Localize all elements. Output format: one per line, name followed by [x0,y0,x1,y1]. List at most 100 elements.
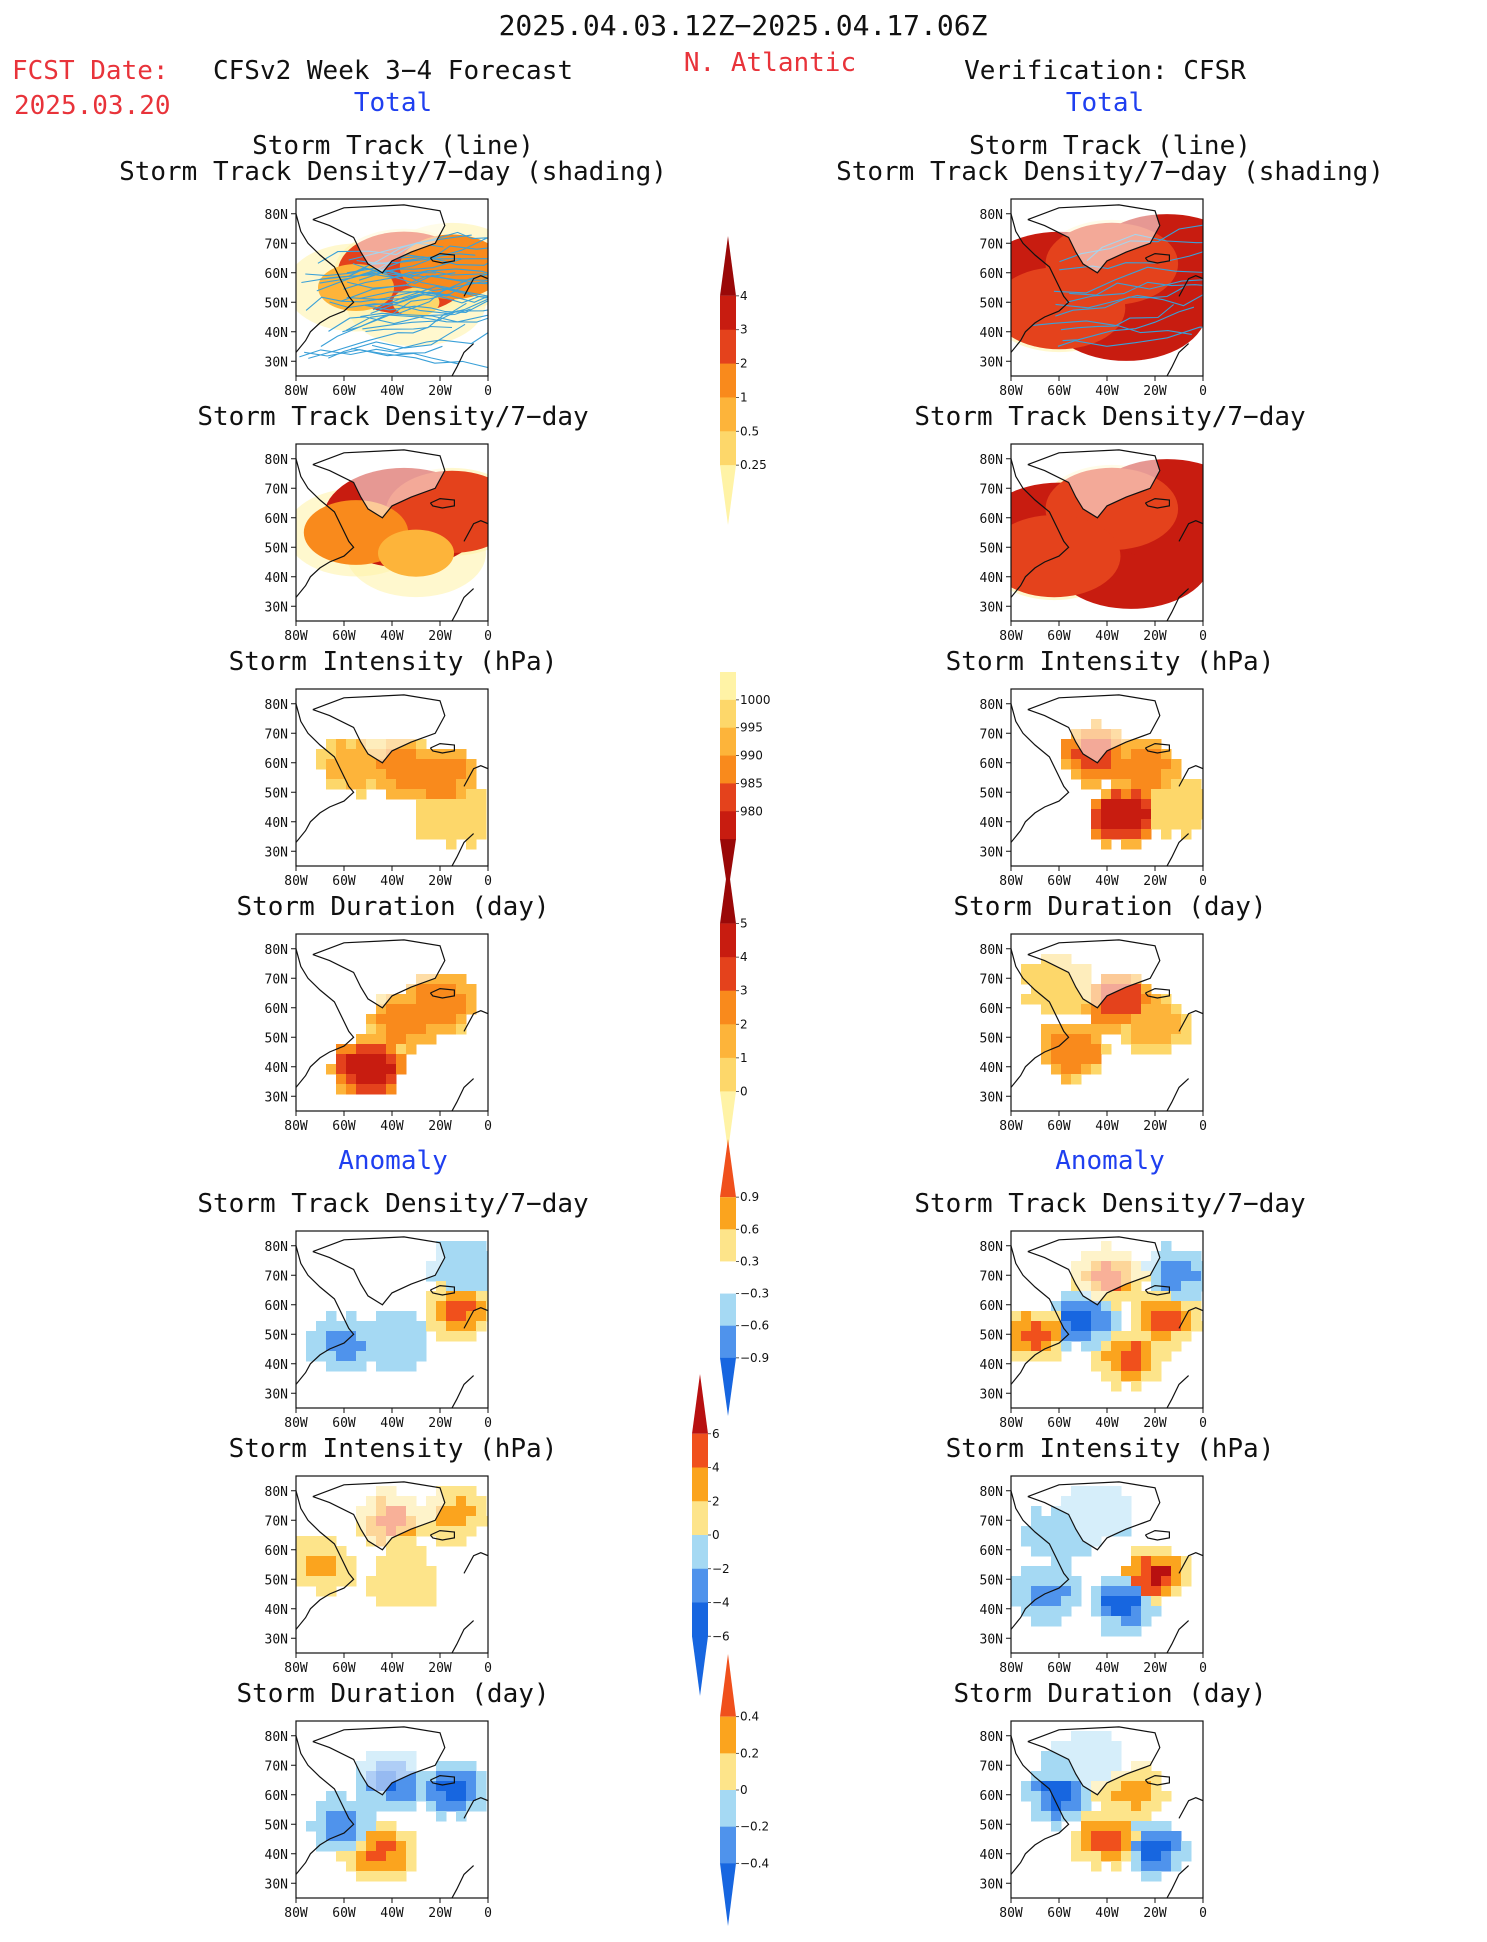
grid-cell [366,759,377,770]
grid-cell [1071,1586,1082,1597]
grid-cell [1031,1586,1042,1597]
storm-track-line [299,345,443,358]
grid-cell [1011,1341,1022,1352]
grid-cell [366,1861,377,1872]
grid-cell [1081,1331,1092,1342]
grid-cell [1181,819,1192,830]
grid-cell [376,1024,387,1035]
grid-cell [1071,1526,1082,1537]
grid-cell [426,1566,437,1577]
grid-cell [1051,1546,1062,1557]
grid-cell [386,1331,397,1342]
lat-tick-label: 50N [265,296,288,311]
coastline [451,1078,475,1111]
lat-tick-label: 80N [980,453,1003,468]
grid-cell [476,829,487,840]
grid-cell [1071,739,1082,750]
grid-cell [1151,1596,1162,1607]
colorbar-segment [720,672,736,701]
grid-cell [436,769,447,780]
lat-tick-label: 30N [980,845,1003,860]
grid-cell [1171,1586,1182,1597]
grid-cell [366,1024,377,1035]
grid-cell [1161,1014,1172,1025]
grid-cell [1041,1351,1052,1362]
grid-cell [446,994,457,1005]
lon-tick-label: 40W [1095,1906,1119,1921]
grid-cell [396,1546,407,1557]
lat-tick-label: 30N [980,600,1003,615]
grid-cell [1061,994,1072,1005]
colorbar-cb_anom_density: 0.9 0.6 0.3 −0.3 −0.6 −0.9 [710,1135,800,1424]
lon-tick-label: 0 [1199,1416,1207,1431]
grid-cell [336,1811,347,1822]
grid-cell [1131,1831,1142,1842]
grid-cell [426,779,437,790]
grid-cell [1051,974,1062,985]
grid-cell [346,1556,357,1567]
grid-cell [456,1004,467,1015]
grid-cell [376,1596,387,1607]
storm-track-line [305,290,444,311]
grid-cell [1041,1586,1052,1597]
grid-cell [456,1781,467,1792]
grid-cell [1121,1291,1132,1302]
colorbar-label: 1 [740,1051,748,1065]
grid-cell [436,1811,447,1822]
grid-cell [416,739,427,750]
grid-cell [1121,1331,1132,1342]
lon-tick-label: 0 [1199,874,1207,889]
grid-cell [1071,984,1082,995]
grid-cell [1161,1261,1172,1272]
lon-tick-label: 0 [484,1119,492,1134]
grid-cell [1081,769,1092,780]
lat-tick-label: 80N [265,208,288,223]
grid-cell [1061,1606,1072,1617]
colorbar-label: −0.9 [740,1351,769,1365]
map-panel-an_anom_duration: 80N 70N 60N 50N 40N 30N 80W 60W 40W 20W 0 [951,1711,1223,1942]
grid-cell [416,1331,427,1342]
lon-tick-label: 80W [284,1416,308,1431]
grid-cell [1141,1596,1152,1607]
grid-cell [1121,1781,1132,1792]
grid-cell [386,1004,397,1015]
grid-cell [1091,1331,1102,1342]
grid-cell [356,1321,367,1332]
coastline [1144,1774,1170,1786]
grid-cell [1051,1321,1062,1332]
grid-cell [416,1014,427,1025]
grid-cell [416,819,427,830]
grid-cell [346,1566,357,1577]
grid-cell [416,1341,427,1352]
grid-cell [1151,994,1162,1005]
grid-cell [1081,1301,1092,1312]
grid-cell [416,1351,427,1362]
grid-cell [1181,1321,1192,1332]
grid-cell [1121,1841,1132,1852]
coastline [1011,948,1070,1088]
lon-tick-label: 60W [332,629,356,644]
grid-cell [436,974,447,985]
grid-cell [446,1791,457,1802]
grid-cell [466,1506,477,1517]
grid-cell [1171,779,1182,790]
grid-cell [1071,1054,1082,1065]
lat-tick-label: 30N [980,1387,1003,1402]
map-svg-fc_intensity: 80N 70N 60N 50N 40N 30N 80W 60W 40W 20W 0 [265,688,492,889]
grid-cell [346,1351,357,1362]
grid-cell [1031,1321,1042,1332]
grid-cell [1181,1034,1192,1045]
storm-track-line [1053,266,1203,294]
grid-cell [396,1024,407,1035]
grid-cell [1111,799,1122,810]
grid-cell [1071,1801,1082,1812]
grid-cell [1071,769,1082,780]
grid-cell [336,1566,347,1577]
grid-cell [1101,1024,1112,1035]
grid-cell [1141,1024,1152,1035]
lat-tick-label: 70N [980,972,1003,987]
grid-cell [1091,1821,1102,1832]
grid-cell [1141,1371,1152,1382]
grid-cell [296,1556,307,1567]
lon-tick-label: 20W [1143,1661,1167,1676]
